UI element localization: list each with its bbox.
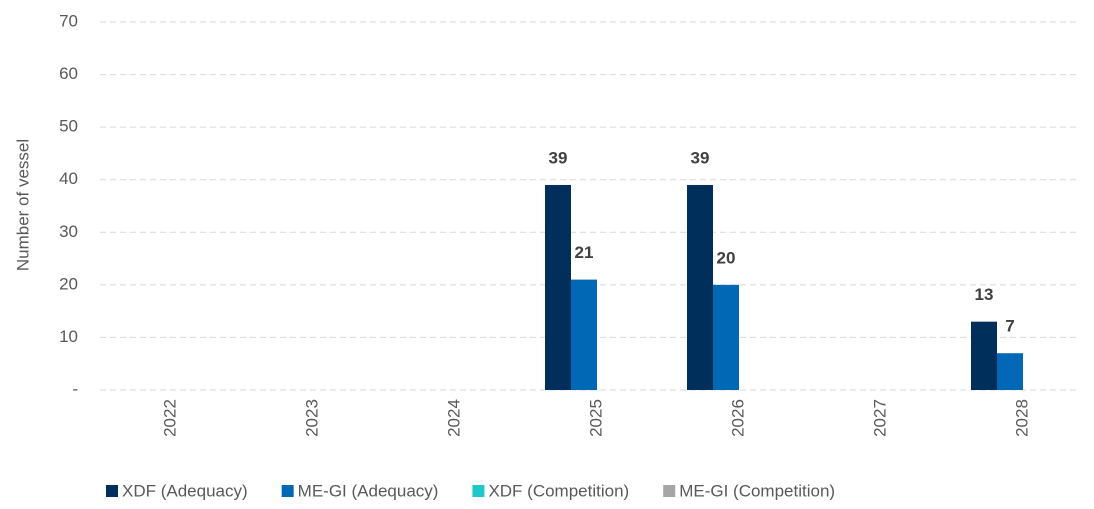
y-tick-label: 10: [59, 327, 78, 346]
x-tick-label: 2027: [870, 399, 889, 437]
data-label: 21: [575, 243, 594, 262]
y-tick-label: 60: [59, 64, 78, 83]
y-tick-label: 40: [59, 169, 78, 188]
data-label: 7: [1005, 317, 1014, 336]
data-label: 39: [549, 148, 568, 167]
y-tick-label: 70: [59, 11, 78, 30]
y-axis-label: Number of vessel: [13, 139, 32, 271]
x-tick-label: 2026: [728, 399, 747, 437]
y-tick-label: -: [72, 379, 78, 398]
y-tick-label: 30: [59, 222, 78, 241]
x-tick-label: 2022: [160, 399, 179, 437]
data-label: 13: [975, 285, 994, 304]
legend-label: ME-GI (Adequacy): [298, 481, 439, 500]
x-tick-label: 2024: [444, 399, 463, 437]
x-tick-label: 2025: [586, 399, 605, 437]
legend-label: XDF (Adequacy): [122, 481, 248, 500]
legend-swatch: [281, 485, 294, 497]
legend-swatch: [663, 485, 676, 497]
bar: [571, 279, 597, 390]
legend-label: XDF (Competition): [488, 481, 629, 500]
legend-swatch: [106, 485, 118, 497]
bar: [713, 284, 739, 390]
bar: [687, 184, 713, 390]
bar: [997, 353, 1023, 390]
x-tick-label: 2028: [1012, 399, 1031, 437]
legend-swatch: [472, 485, 485, 497]
data-label: 20: [717, 248, 736, 267]
data-label: 39: [691, 148, 710, 167]
legend-label: ME-GI (Competition): [679, 481, 835, 500]
y-tick-label: 20: [59, 274, 78, 293]
y-tick-label: 50: [59, 117, 78, 136]
bar: [971, 321, 997, 390]
bar: [545, 184, 571, 390]
x-tick-label: 2023: [302, 399, 321, 437]
